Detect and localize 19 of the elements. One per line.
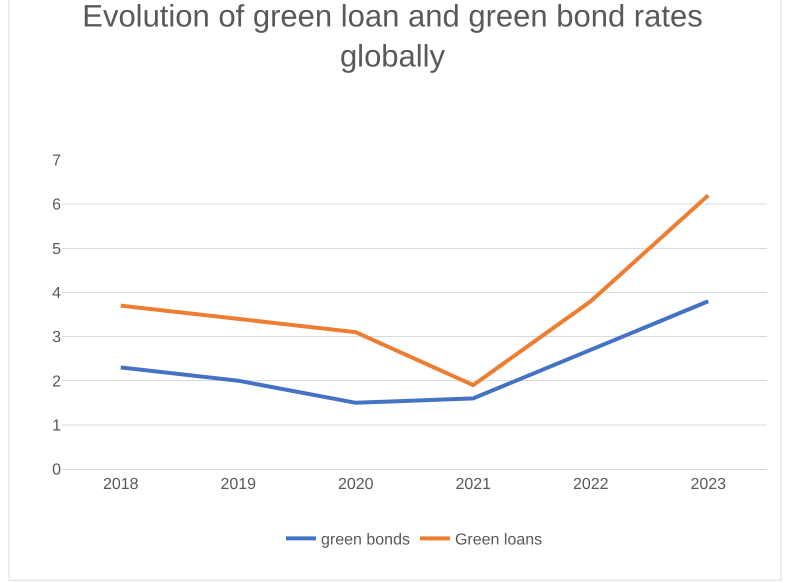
x-tick-label: 2023 <box>690 476 726 494</box>
y-tick-label: 0 <box>52 462 62 479</box>
legend-label: Green loans <box>454 532 542 549</box>
line-series <box>118 193 710 388</box>
x-tick-label: 2018 <box>102 476 139 494</box>
y-tick-label: 4 <box>52 285 62 302</box>
x-tick-label: 2021 <box>455 476 492 494</box>
y-tick-label: 2 <box>52 373 62 390</box>
y-tick-label: 7 <box>52 152 62 170</box>
y-tick-label: 1 <box>52 417 62 434</box>
legend-label: green bonds <box>321 532 410 549</box>
y-tick-label: 3 <box>52 329 62 346</box>
chart-title: Evolution of green loan and green bond rates globally <box>82 0 703 74</box>
line-series <box>118 299 710 405</box>
y-tick-label: 6 <box>52 196 62 214</box>
x-tick-label: 2019 <box>220 476 256 494</box>
y-tick-label: 5 <box>52 240 62 258</box>
x-tick-label: 2020 <box>338 476 374 494</box>
x-tick-label: 2022 <box>572 476 609 494</box>
